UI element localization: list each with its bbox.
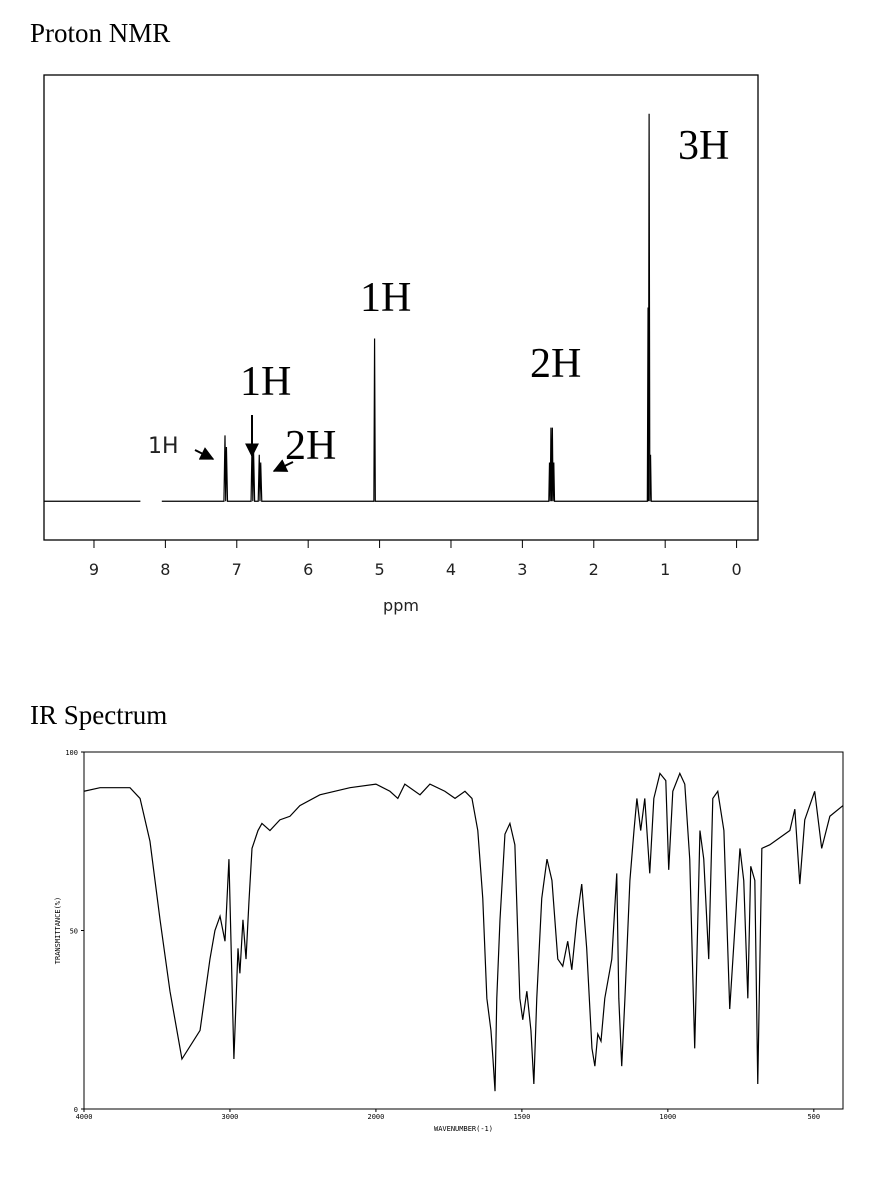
- peak-annotation: 3H: [678, 123, 729, 169]
- x-tick-label: 2: [589, 560, 599, 579]
- x-tick-label: 5: [374, 560, 384, 579]
- plot-frame: [43, 74, 759, 541]
- x-tick-label: 9: [89, 560, 99, 579]
- peak-annotation: 2H: [530, 341, 581, 387]
- peak-annotation: 1H: [360, 275, 411, 321]
- x-tick-label: 3: [517, 560, 527, 579]
- annotation-arrow: [194, 447, 215, 460]
- x-tick-label: 6: [303, 560, 313, 579]
- plot-frame: [83, 751, 844, 1110]
- x-tick-label: 500: [807, 1113, 820, 1121]
- x-tick-label: 7: [232, 560, 242, 579]
- x-tick-label: 1000: [659, 1113, 676, 1121]
- y-tick-label: 100: [65, 749, 78, 757]
- x-tick-label: 0: [731, 560, 741, 579]
- y-tick-label: 0: [74, 1106, 78, 1114]
- spectrum-line: [44, 113, 758, 502]
- x-axis-label: WAVENUMBER(-1): [434, 1125, 493, 1133]
- y-axis-label: TRANSMITTANCE(%): [54, 897, 62, 964]
- x-tick-label: 2000: [367, 1113, 384, 1121]
- annotation-arrow: [272, 459, 294, 472]
- x-tick-label: 4000: [76, 1113, 93, 1121]
- spectrum-line: [83, 771, 844, 1092]
- ir-title: IR Spectrum: [30, 700, 167, 730]
- peak-annotation: 1H: [240, 359, 291, 405]
- x-tick-label: 3000: [222, 1113, 239, 1121]
- x-tick-label: 8: [160, 560, 170, 579]
- peak-annotation: 2H: [285, 423, 336, 469]
- x-axis-label: ppm: [383, 596, 419, 615]
- peak-annotation: 1H: [148, 434, 179, 459]
- x-tick-label: 1: [660, 560, 670, 579]
- x-tick-label: 1500: [513, 1113, 530, 1121]
- nmr-title: Proton NMR: [30, 18, 170, 48]
- x-tick-label: 4: [446, 560, 456, 579]
- y-tick-label: 50: [70, 928, 78, 936]
